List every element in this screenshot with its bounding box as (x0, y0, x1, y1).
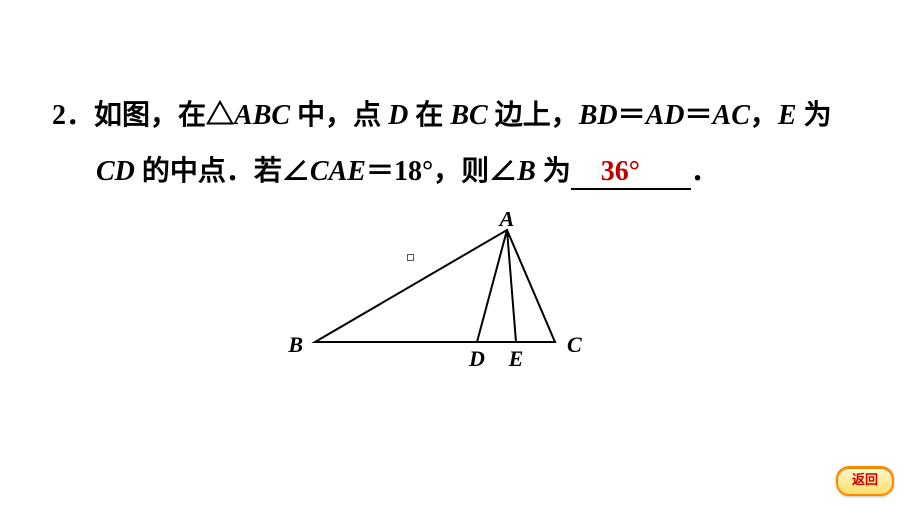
var-b: B (517, 156, 536, 187)
label-c: C (567, 332, 582, 357)
eq: ＝ (685, 100, 713, 131)
label-e: E (508, 346, 524, 371)
var-e: E (778, 100, 797, 131)
text-fragment: 如图，在△ (94, 100, 234, 131)
triangle-figure: A B C D E (285, 212, 585, 382)
cursor-marker (407, 254, 414, 261)
problem-number: 2． (52, 100, 94, 131)
back-button-label: 返回 (852, 472, 878, 487)
text-fragment: 为 (543, 156, 571, 187)
period: ． (691, 156, 719, 187)
text-fragment: 边上， (495, 100, 579, 131)
text-fragment: 中，点 (297, 100, 381, 131)
triangle-abc (315, 230, 555, 342)
text-fragment: 为 (804, 100, 832, 131)
label-a: A (498, 212, 515, 231)
var-d: D (388, 100, 408, 131)
var-ad: AD (646, 100, 685, 131)
label-d: D (468, 346, 485, 371)
var-abc: ABC (234, 100, 290, 131)
answer-blank: 36° (571, 158, 691, 190)
text-fragment: ， (750, 100, 778, 131)
eq: ＝ (618, 100, 646, 131)
var-cae: CAE (310, 156, 366, 187)
problem-text: 2．如图，在△ABC 中，点 D 在 BC 边上，BD＝AD＝AC，E 为 CD… (52, 88, 882, 200)
back-button[interactable]: 返回 (836, 466, 894, 496)
var-cd: CD (96, 156, 135, 187)
answer-value: 36° (601, 156, 640, 187)
var-bc: BC (450, 100, 487, 131)
segment-ad (477, 230, 507, 342)
text-fragment: ＝18°，则∠ (366, 156, 517, 187)
text-fragment: 在 (415, 100, 443, 131)
var-bd: BD (579, 100, 618, 131)
label-b: B (287, 332, 303, 357)
var-ac: AC (713, 100, 750, 131)
text-fragment: 的中点．若∠ (142, 156, 310, 187)
